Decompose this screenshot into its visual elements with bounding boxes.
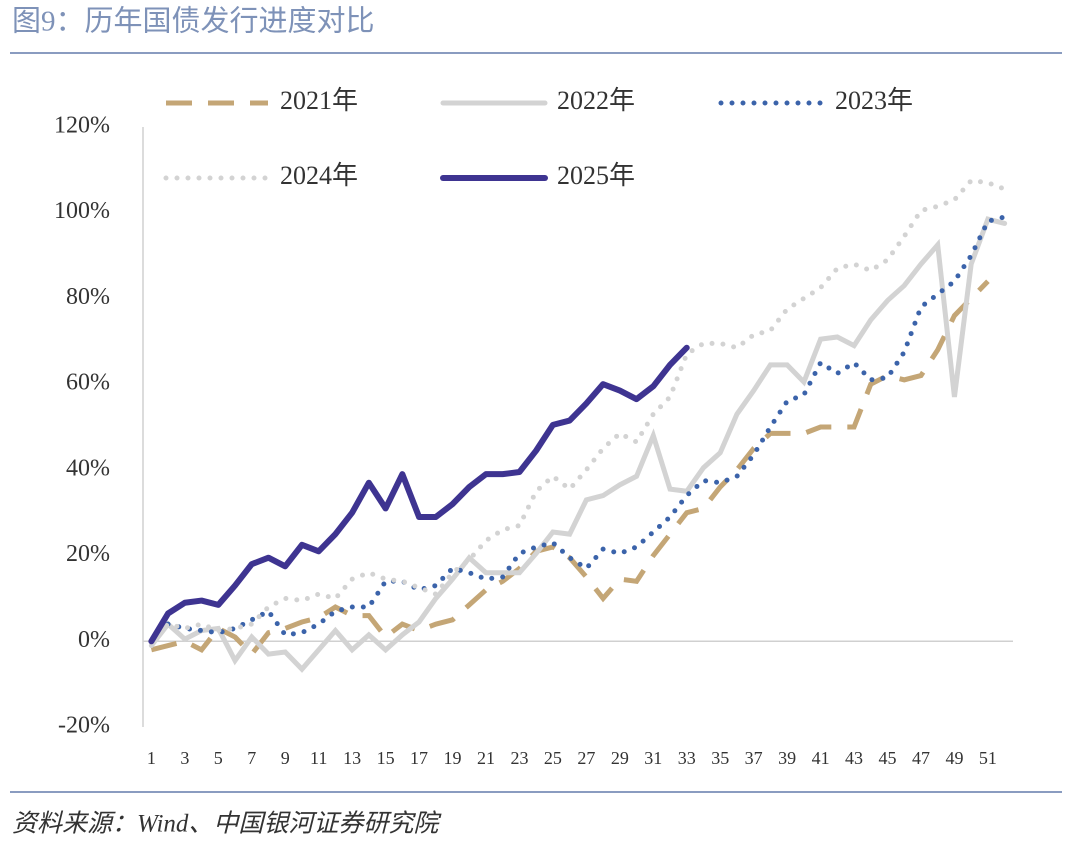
x-tick-label: 49 [945,748,963,768]
series-line [148,216,1008,673]
x-tick-label: 13 [343,748,361,768]
x-tick-label: 31 [644,748,662,768]
x-tick-label: 15 [377,748,395,768]
y-tick-label: 40% [66,455,110,481]
legend-label: 2021年 [280,86,358,115]
x-tick-label: 7 [247,748,256,768]
legend-label: 2023年 [835,86,913,115]
legend-label: 2024年 [280,161,358,190]
x-tick-label: 47 [912,748,930,768]
y-tick-label: -20% [58,713,110,739]
x-tick-label: 3 [180,748,189,768]
x-tick-label: 45 [879,748,897,768]
x-tick-label: 11 [310,748,327,768]
x-tick-label: 35 [711,748,729,768]
source-note: 资料来源：Wind、中国银河证券研究院 [12,810,442,838]
x-tick-label: 19 [444,748,462,768]
x-tick-label: 21 [477,748,495,768]
x-tick-label: 27 [577,748,595,768]
y-tick-label: 120% [54,113,110,139]
series-line [148,344,690,645]
x-tick-label: 17 [410,748,428,768]
x-tick-label: 41 [812,748,830,768]
x-tick-label: 9 [281,748,290,768]
y-tick-label: 20% [66,541,110,567]
x-tick-label: 37 [745,748,763,768]
legend-label: 2025年 [557,161,635,190]
x-tick-label: 1 [147,748,156,768]
y-tick-label: 100% [54,198,110,224]
x-tick-label: 25 [544,748,562,768]
y-tick-label: 0% [78,627,110,653]
x-tick-label: 51 [979,748,997,768]
legend-label: 2022年 [557,86,635,115]
x-tick-label: 39 [778,748,796,768]
x-tick-label: 29 [611,748,629,768]
x-tick-label: 23 [510,748,528,768]
x-tick-label: 33 [678,748,696,768]
x-tick-label: 5 [214,748,223,768]
y-tick-label: 80% [66,284,110,310]
y-tick-label: 60% [66,370,110,396]
chart-title: 图9：历年国债发行进度对比 [12,5,375,38]
x-tick-label: 43 [845,748,863,768]
series-line [165,214,1008,638]
